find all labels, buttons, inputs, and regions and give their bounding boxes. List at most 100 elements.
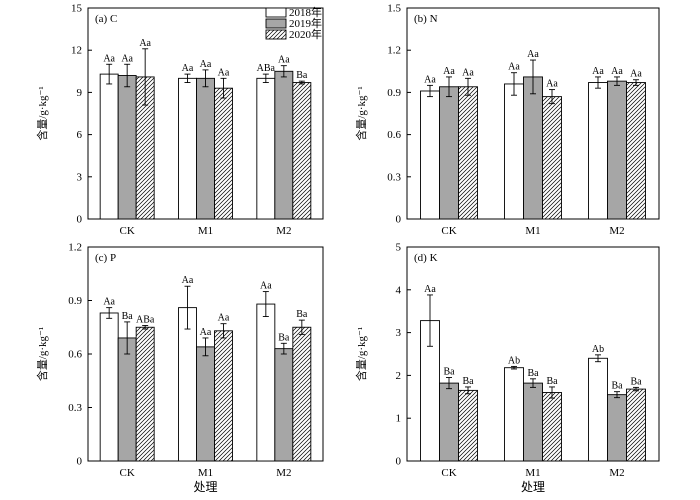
bar xyxy=(607,394,627,462)
significance-label: Ba xyxy=(122,311,134,322)
bar xyxy=(292,326,312,462)
bar xyxy=(420,90,440,220)
bar xyxy=(458,389,478,462)
x-tick-label: CK xyxy=(441,467,456,479)
significance-label: Aa xyxy=(200,327,212,338)
bar xyxy=(439,86,459,220)
panel-4: 0 1 2 3 4 5 含量/g·kg⁻¹ (d) K CK Aa Ba Ba M1 Ab Ba Ba M2 Ab… xyxy=(354,242,660,494)
significance-label: Ba xyxy=(462,376,474,387)
panel-1: 0 3 6 9 12 15 含量/g·kg⁻¹ (a) C CK Aa Aa Aa M1 Aa Aa Aa M2… xyxy=(35,3,324,237)
y-tick-label: 0.3 xyxy=(387,171,401,183)
significance-label: Aa xyxy=(182,275,194,286)
bar xyxy=(99,312,119,462)
legend-entry: 2018年 xyxy=(289,5,322,19)
x-tick-label: M2 xyxy=(276,467,291,479)
y-tick-label: 0.9 xyxy=(387,87,401,99)
y-tick-label: 0 xyxy=(77,214,83,226)
bar xyxy=(523,382,543,462)
bar xyxy=(292,82,312,220)
legend-swatch xyxy=(265,29,287,40)
legend-entry: 2020年 xyxy=(289,27,322,41)
bar xyxy=(99,73,119,220)
significance-label: Ba xyxy=(611,381,623,392)
significance-label: Aa xyxy=(182,63,194,74)
y-tick-label: 0.6 xyxy=(387,129,401,141)
significance-label: Aa xyxy=(103,53,115,64)
x-tick-label: M2 xyxy=(609,225,624,237)
y-axis-title: 含量/g·kg⁻¹ xyxy=(35,327,49,381)
significance-label: Ba xyxy=(296,309,308,320)
x-tick-label: M2 xyxy=(276,225,291,237)
bar xyxy=(542,392,562,462)
bar xyxy=(626,388,646,462)
significance-label: Aa xyxy=(278,55,290,66)
significance-label: Ba xyxy=(630,376,642,387)
y-axis-title: 含量/g·kg⁻¹ xyxy=(35,86,49,140)
significance-label: Ba xyxy=(546,376,558,387)
bar xyxy=(256,77,276,220)
bar xyxy=(117,75,137,220)
bar xyxy=(214,330,233,462)
significance-label: Aa xyxy=(611,66,623,77)
x-tick-label: M1 xyxy=(525,467,540,479)
bar xyxy=(626,82,646,220)
y-tick-label: 15 xyxy=(71,3,83,15)
y-tick-label: 3 xyxy=(396,327,402,339)
bar xyxy=(439,382,459,462)
y-tick-label: 1.2 xyxy=(68,242,82,254)
y-tick-label: 0 xyxy=(396,456,402,468)
y-tick-label: 9 xyxy=(77,87,83,99)
y-tick-label: 5 xyxy=(396,242,402,254)
significance-label: ABa xyxy=(136,314,155,325)
significance-label: Ba xyxy=(443,367,455,378)
x-axis-title: 处理 xyxy=(521,480,545,494)
bar xyxy=(214,87,233,220)
x-tick-label: CK xyxy=(120,467,135,479)
significance-label: Aa xyxy=(462,67,474,78)
bar xyxy=(607,80,627,220)
bar xyxy=(458,86,478,220)
y-tick-label: 0.6 xyxy=(68,349,82,361)
bar xyxy=(178,307,197,462)
significance-label: Aa xyxy=(121,53,133,64)
significance-label: Aa xyxy=(443,66,455,77)
x-tick-label: M2 xyxy=(609,467,624,479)
significance-label: Aa xyxy=(218,313,230,324)
significance-label: Ba xyxy=(296,70,308,81)
bar xyxy=(504,367,524,462)
y-axis-title: 含量/g·kg⁻¹ xyxy=(354,86,368,140)
significance-label: Aa xyxy=(424,74,436,85)
bar xyxy=(178,77,197,220)
x-tick-label: M1 xyxy=(198,467,213,479)
bar xyxy=(588,82,608,220)
y-tick-label: 3 xyxy=(77,171,83,183)
significance-label: Aa xyxy=(630,69,642,80)
y-tick-label: 12 xyxy=(71,45,82,57)
bar xyxy=(117,337,137,462)
x-tick-label: CK xyxy=(120,225,135,237)
significance-label: Aa xyxy=(546,79,558,90)
panel-label: (d) K xyxy=(414,252,438,264)
panel-label: (b) N xyxy=(414,13,438,25)
panel-label: (a) C xyxy=(95,13,117,25)
significance-label: Ba xyxy=(278,332,290,343)
x-tick-label: CK xyxy=(441,225,456,237)
panel-2: 0 0.3 0.6 0.9 1.2 1.5 含量/g·kg⁻¹ (b) N CK Aa Aa Aa M1… xyxy=(354,3,660,237)
legend-swatch xyxy=(265,18,287,29)
bar xyxy=(588,357,608,462)
y-tick-label: 4 xyxy=(396,284,402,296)
significance-label: Ab xyxy=(592,344,604,355)
y-tick-label: 6 xyxy=(77,129,83,141)
significance-label: Ab xyxy=(508,355,520,366)
significance-label: Aa xyxy=(508,62,520,73)
y-tick-label: 0 xyxy=(396,214,402,226)
significance-label: ABa xyxy=(257,63,276,74)
y-axis-title: 含量/g·kg⁻¹ xyxy=(354,327,368,381)
bar xyxy=(504,83,524,220)
significance-label: Aa xyxy=(139,38,151,49)
x-tick-label: M1 xyxy=(525,225,540,237)
significance-label: Aa xyxy=(218,67,230,78)
